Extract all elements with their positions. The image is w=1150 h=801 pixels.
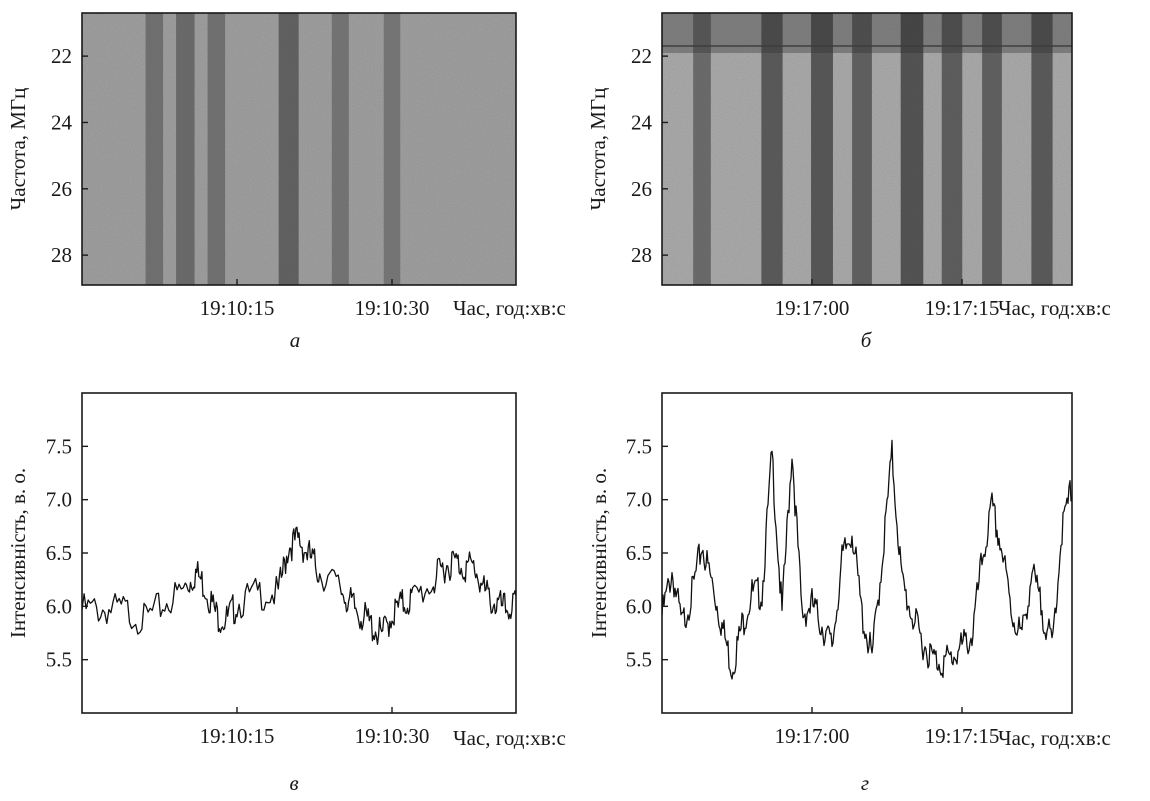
panel-a: 22 24 26 28 19:10:15 19:10:30 Частота, МГц Ч…: [6, 12, 566, 352]
y-tick-label: 28: [631, 243, 652, 267]
spectrogram-b: [662, 13, 1072, 285]
y-tick-label: 7.5: [626, 434, 652, 458]
y-axis-label-d: Інтенсивність, в. о.: [587, 468, 611, 638]
y-tick-label: 7.0: [626, 488, 652, 512]
y-tick-label: 26: [631, 177, 652, 201]
x-tick-label: 19:17:15: [925, 724, 1000, 748]
x-ticks-b: 19:17:00 19:17:15: [775, 279, 1000, 320]
intensity-series-c: [82, 526, 516, 646]
panel-b: 22 24 26 28 19:17:00 19:17:15 Частота, МГц Ч…: [586, 12, 1111, 352]
x-tick-label: 19:10:15: [200, 296, 275, 320]
y-tick-label: 24: [631, 110, 653, 134]
plot-frame-d: [661, 392, 1073, 714]
y-tick-label: 6.0: [626, 594, 652, 618]
x-axis-label-d: Час, год:хв:с: [998, 726, 1111, 750]
x-ticks-c: 19:10:15 19:10:30: [200, 707, 430, 748]
y-ticks-b: 22 24 26 28: [631, 44, 668, 267]
spectrogram-b-grain: [662, 13, 1072, 285]
x-tick-label: 19:17:15: [925, 296, 1000, 320]
x-tick-label: 19:10:30: [355, 296, 430, 320]
y-axis-label-a: Частота, МГц: [6, 88, 30, 211]
panel-d: 5.5 6.0 6.5 7.0 7.5 19:17:00 19:17:15 Інтенси…: [587, 392, 1111, 795]
y-axis-label-b: Частота, МГц: [586, 88, 610, 211]
y-tick-label: 6.5: [46, 541, 72, 565]
x-axis-label-c: Час, год:хв:с: [453, 726, 566, 750]
y-tick-label: 7.5: [46, 434, 72, 458]
plot-frame-b: [661, 12, 1073, 286]
y-ticks-d: 5.5 6.0 6.5 7.0 7.5: [626, 434, 668, 672]
spectrogram-a-grain: [82, 13, 516, 285]
y-ticks-a: 22 24 26 28: [51, 44, 88, 267]
y-tick-label: 24: [51, 110, 73, 134]
x-ticks-a: 19:10:15 19:10:30: [200, 279, 430, 320]
panel-c: 5.5 6.0 6.5 7.0 7.5 19:10:15 19:10:30 Інтенси…: [6, 392, 566, 795]
panel-letter-b: б: [861, 328, 873, 352]
panel-letter-a: а: [290, 328, 301, 352]
y-tick-label: 22: [631, 44, 652, 68]
y-ticks-c: 5.5 6.0 6.5 7.0 7.5: [46, 434, 88, 672]
x-tick-label: 19:17:00: [775, 724, 850, 748]
y-tick-label: 26: [51, 177, 72, 201]
y-tick-label: 5.5: [46, 648, 72, 672]
x-tick-label: 19:10:15: [200, 724, 275, 748]
x-ticks-d: 19:17:00 19:17:15: [775, 707, 1000, 748]
x-axis-label-b: Час, год:хв:с: [998, 296, 1111, 320]
y-tick-label: 6.5: [626, 541, 652, 565]
x-tick-label: 19:17:00: [775, 296, 850, 320]
plot-frame-c: [81, 392, 517, 714]
y-tick-label: 22: [51, 44, 72, 68]
y-axis-label-c: Інтенсивність, в. о.: [6, 468, 30, 638]
panel-letter-d: г: [861, 771, 869, 795]
y-tick-label: 5.5: [626, 648, 652, 672]
y-tick-label: 6.0: [46, 594, 72, 618]
panel-letter-c: в: [289, 771, 298, 795]
spectrogram-a: [82, 13, 516, 285]
y-tick-label: 28: [51, 243, 72, 267]
intensity-series-d: [662, 439, 1072, 680]
y-tick-label: 7.0: [46, 488, 72, 512]
x-axis-label-a: Час, год:хв:с: [453, 296, 566, 320]
x-tick-label: 19:10:30: [355, 724, 430, 748]
plot-frame-a: [81, 12, 517, 286]
